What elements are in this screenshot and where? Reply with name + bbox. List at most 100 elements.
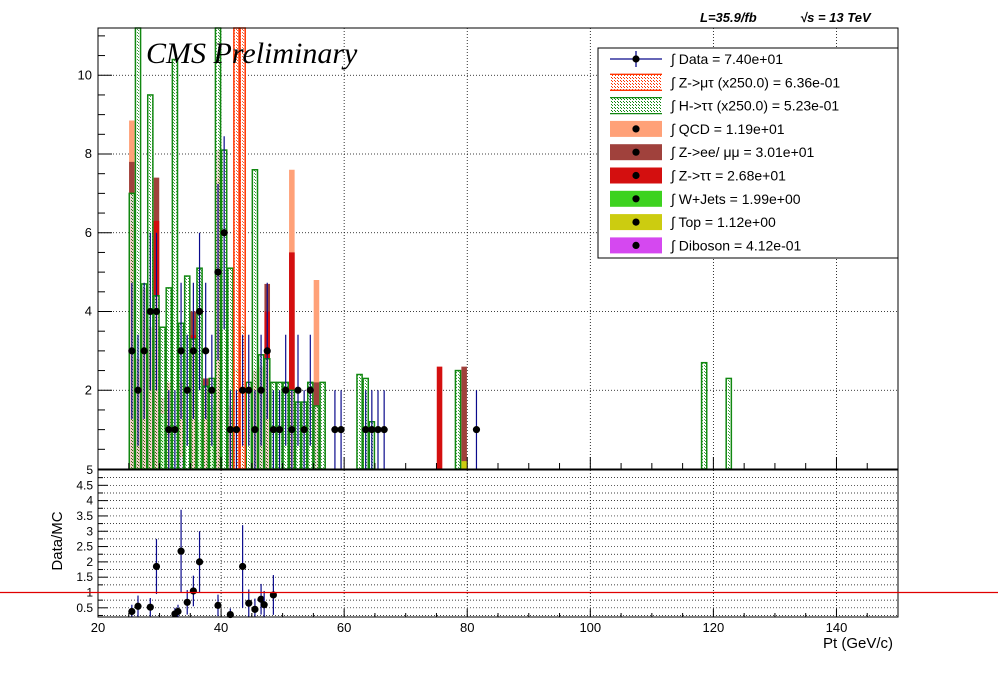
ratio-point xyxy=(251,605,259,613)
ratio-y-tick-label: 2.5 xyxy=(76,540,93,554)
data-point xyxy=(189,347,197,355)
data-point xyxy=(362,426,370,434)
legend-entry-label: ∫ Z->μτ (x250.0) = 6.36e-01 xyxy=(670,74,840,90)
data-point xyxy=(177,347,185,355)
bar-z- xyxy=(289,252,295,469)
ratio-point xyxy=(128,607,136,616)
data-point xyxy=(152,307,161,316)
hatched-bar-h-x250-0- xyxy=(356,373,363,470)
ratio-point xyxy=(257,595,265,603)
data-point xyxy=(306,386,314,394)
data-point xyxy=(257,386,265,394)
legend-symbol-marker xyxy=(632,241,640,249)
hatched-bar-h-x250-0- xyxy=(159,326,166,470)
data-point xyxy=(288,426,296,434)
main-axes: 2 4 6 8 10 xyxy=(78,35,899,469)
ratio-y-tick-label: 3.5 xyxy=(76,509,93,523)
ratio-y-tick-label: 4.5 xyxy=(76,478,93,492)
ratio-x-tick-label: 40 xyxy=(214,620,228,635)
main-y-tick-label: 10 xyxy=(78,67,92,82)
main-y-tick-label: 8 xyxy=(85,146,92,161)
data-point xyxy=(140,347,148,355)
legend-entry-label: ∫ W+Jets = 1.99e+00 xyxy=(670,191,801,207)
ratio-point xyxy=(269,591,277,599)
data-point xyxy=(251,426,259,434)
hatched-bar-h-x250-0- xyxy=(725,377,733,470)
ratio-data-points xyxy=(128,509,277,619)
ratio-y-axis-title: Data/MC xyxy=(49,511,66,570)
legend-symbol-marker xyxy=(632,195,640,203)
ratio-x-tick-label: 140 xyxy=(826,620,848,635)
ratio-point xyxy=(174,607,182,616)
legend-symbol-marker xyxy=(632,218,640,226)
data-point xyxy=(171,426,179,434)
hatched-bar-h-x250-0- xyxy=(700,361,708,470)
data-point xyxy=(380,426,388,434)
bar-qcd xyxy=(313,280,320,469)
data-point xyxy=(128,347,136,355)
ratio-x-tick-label: 60 xyxy=(337,620,351,635)
hatched-bar-h-x250-0- xyxy=(319,381,326,470)
lumi-label: L=35.9/fb xyxy=(700,10,757,25)
data-point xyxy=(165,426,173,434)
data-point xyxy=(294,386,302,394)
ratio-point xyxy=(189,587,197,595)
data-point xyxy=(208,386,216,394)
data-point xyxy=(232,426,241,434)
data-point xyxy=(146,307,154,316)
data-point xyxy=(183,386,191,394)
data-point xyxy=(202,347,210,355)
data-point xyxy=(374,426,382,434)
legend-entry-label: ∫ Diboson = 4.12e-01 xyxy=(670,237,802,253)
legend-symbol-marker xyxy=(632,125,640,133)
ratio-y-tick-label: 0.5 xyxy=(76,601,93,615)
data-point xyxy=(263,347,271,355)
data-point xyxy=(239,386,247,394)
ratio-y-tick-label: 3 xyxy=(86,524,93,538)
ratio-point xyxy=(177,547,185,555)
data-point xyxy=(214,268,222,276)
legend-entry-label: ∫ Data = 7.40e+01 xyxy=(670,51,783,67)
legend-entry-label: ∫ Top = 1.12e+00 xyxy=(670,214,776,230)
ratio-point xyxy=(146,603,154,611)
data-point xyxy=(337,426,345,434)
data-point xyxy=(220,229,228,237)
legend-entry-label: ∫ H->ττ (x250.0) = 5.23e-01 xyxy=(670,98,839,114)
data-point xyxy=(275,426,284,434)
data-point xyxy=(269,426,277,434)
ratio-plot-border xyxy=(97,469,899,618)
ratio-y-tick-label: 4 xyxy=(86,494,93,508)
legend-symbol-hatch xyxy=(610,97,662,114)
legend-symbol-marker xyxy=(632,171,640,180)
main-y-tick-label: 6 xyxy=(85,225,92,240)
cms-label: CMS Preliminary xyxy=(146,37,358,70)
ratio-point xyxy=(183,598,191,606)
ratio-y-tick-label: 1.5 xyxy=(76,570,93,584)
hatched-bar-h-x250-0- xyxy=(313,405,320,470)
data-point xyxy=(368,426,376,434)
ratio-y-tick-label: 5 xyxy=(86,463,93,477)
legend-symbol-marker xyxy=(632,55,640,63)
ratio-point xyxy=(245,599,253,607)
ratio-point xyxy=(260,601,268,609)
data-point xyxy=(195,307,204,316)
ratio-x-tick-label: 80 xyxy=(460,620,474,635)
legend-symbol-hatch xyxy=(610,74,662,91)
main-y-tick-label: 4 xyxy=(85,304,92,319)
ratio-point xyxy=(214,601,222,609)
data-point xyxy=(282,386,290,394)
ratio-point xyxy=(226,610,234,619)
ratio-x-tick-label: 100 xyxy=(579,620,601,635)
data-point xyxy=(245,386,253,394)
x-axis-title: Pt (GeV/c) xyxy=(823,635,893,652)
main-data-points xyxy=(128,136,481,469)
legend: ∫ Data = 7.40e+01 ∫ Z->μτ (x250.0) = 6.36… xyxy=(597,47,899,259)
data-point xyxy=(472,426,481,434)
ratio-point xyxy=(152,562,161,571)
ratio-x-tick-label: 20 xyxy=(91,620,105,635)
energy-label: √s = 13 TeV xyxy=(800,10,872,25)
ratio-point xyxy=(195,558,204,566)
ratio-y-tick-label: 2 xyxy=(86,555,93,569)
legend-entry-label: ∫ QCD = 1.19e+01 xyxy=(670,121,785,137)
